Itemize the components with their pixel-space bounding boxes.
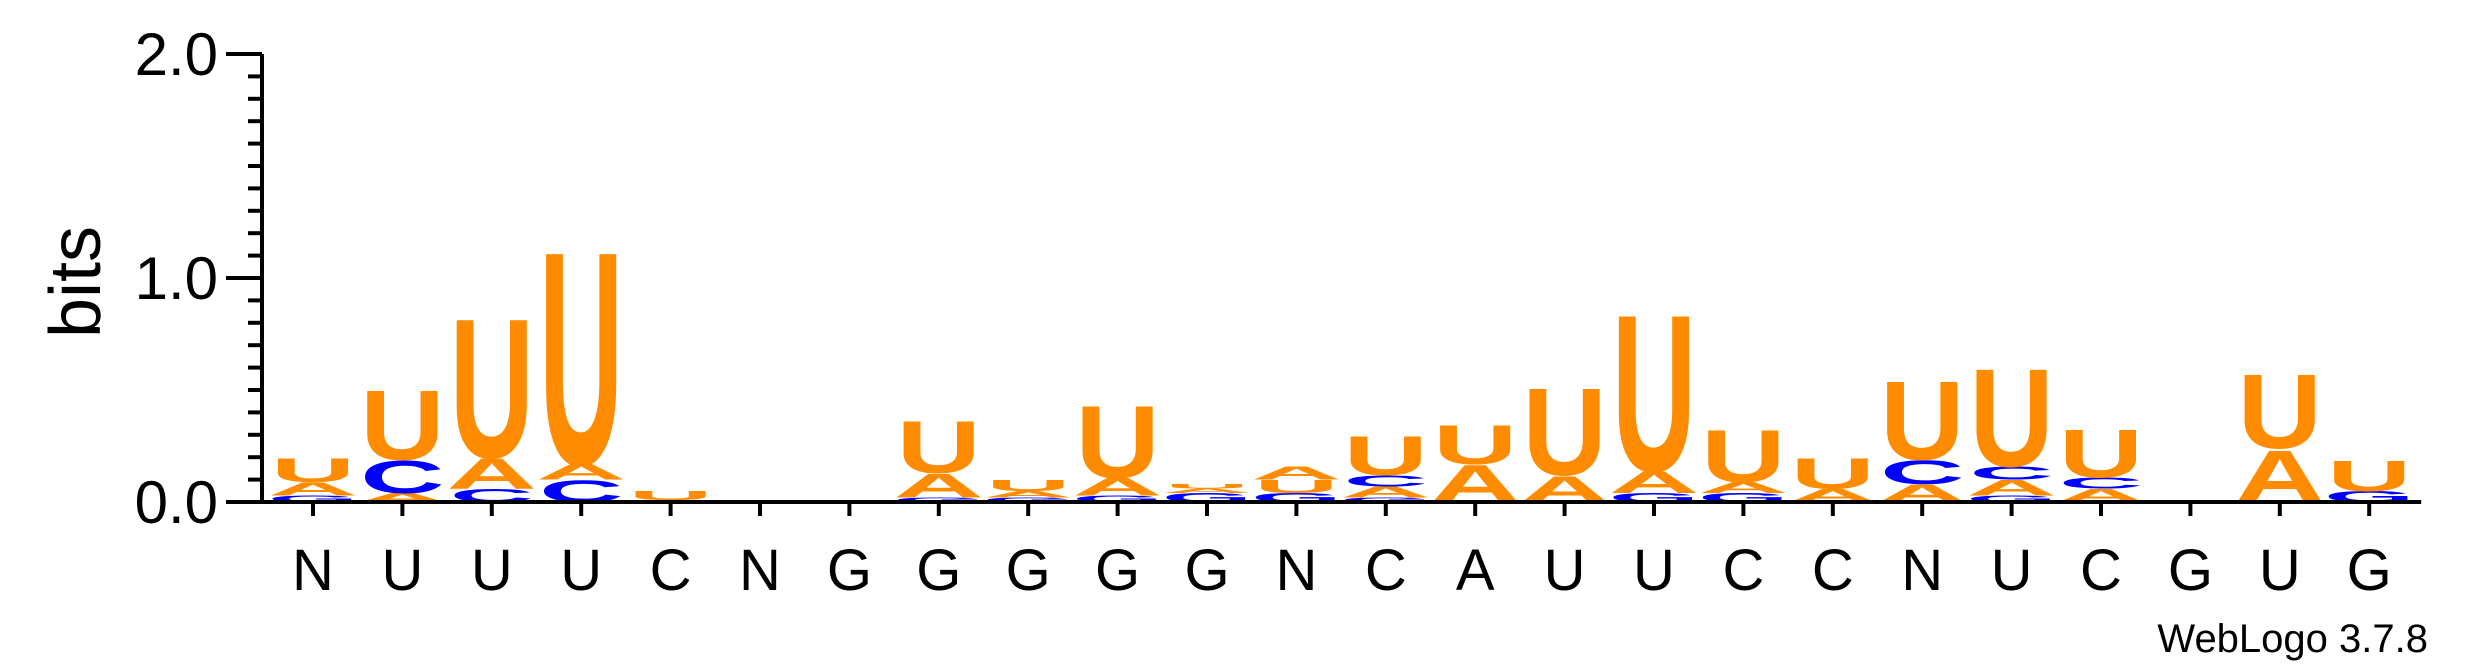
logo-glyph-a: A (983, 489, 1074, 499)
x-position-label: G (2347, 538, 2392, 603)
logo-glyph-g: G (1966, 494, 2057, 504)
x-position-label: U (1991, 538, 2033, 603)
logo-glyph-u: U (1075, 386, 1159, 500)
logo-glyph-c: C (2059, 475, 2143, 492)
logo-glyph-u: U (1612, 267, 1696, 518)
logo-glyph-u: U (1969, 340, 2053, 496)
x-position-label: U (471, 538, 513, 603)
logo-glyph-a: A (447, 449, 538, 498)
logo-glyph-u: U (1165, 483, 1249, 490)
logo-glyph-a: A (536, 460, 627, 484)
logo-glyph-u: U (1791, 449, 1875, 498)
logo-glyph-g: G (1072, 494, 1163, 504)
logo-glyph-u: U (2059, 416, 2143, 493)
logo-glyph-u: U (539, 188, 623, 529)
logo-glyph-u: U (628, 489, 712, 503)
x-position-label: U (1544, 538, 1586, 603)
logo-glyph-a: A (1698, 479, 1789, 496)
logo-glyph-a: A (1251, 463, 1342, 484)
logo-glyph-c: C (360, 451, 444, 503)
logo-glyph-c: C (1344, 472, 1428, 489)
x-position-label: N (292, 538, 334, 603)
logo-glyph-g: G (983, 496, 1074, 503)
x-position-label: N (1901, 538, 1943, 603)
x-position-label: U (2259, 538, 2301, 603)
x-position-label: C (1812, 538, 1854, 603)
logo-glyph-u: U (1701, 414, 1785, 498)
x-position-label: A (1456, 538, 1495, 603)
logo-glyph-a: A (268, 478, 359, 499)
logo-glyph-u: U (897, 405, 981, 489)
x-position-label: C (1722, 538, 1764, 603)
logo-glyph-g: G (893, 496, 984, 503)
x-position-label: N (1275, 538, 1317, 603)
logo-glyph-u: U (2238, 352, 2322, 471)
logo-glyph-u: U (1344, 425, 1428, 487)
x-position-label: C (650, 538, 692, 603)
logo-glyph-a: A (1609, 465, 1700, 500)
x-position-label: N (739, 538, 781, 603)
logo-glyph-u: U (1433, 414, 1517, 476)
logo-glyph-a: A (1162, 487, 1253, 494)
logo-glyph-g: G (268, 494, 359, 504)
logo-glyph-a: A (894, 467, 985, 505)
logo-glyph-u: U (450, 277, 534, 500)
logo-glyph-g: G (1340, 496, 1431, 503)
logo-glyph-u: U (986, 477, 1070, 494)
x-position-label: U (381, 538, 423, 603)
y-axis-label: bits (36, 226, 116, 338)
logo-glyph-u: U (360, 369, 444, 480)
logo-glyph-a: A (1072, 473, 1163, 501)
x-position-label: C (2080, 538, 2122, 603)
logo-glyph-u: U (1254, 476, 1338, 497)
x-position-label: G (1095, 538, 1140, 603)
x-position-label: G (916, 538, 961, 603)
y-axis: 0.0 1.0 2.0 (135, 21, 264, 536)
x-position-label: G (2168, 538, 2213, 603)
y-tick-label: 1.0 (135, 245, 218, 312)
x-position-label: G (827, 538, 872, 603)
x-position-label: U (560, 538, 602, 603)
weblogo-version-credit: WebLogo 3.7.8 (2157, 617, 2428, 661)
x-position-label: G (1006, 538, 1051, 603)
logo-glyph-u: U (271, 451, 355, 489)
x-position-label: C (1365, 538, 1407, 603)
logo-glyph-a: A (1966, 476, 2057, 500)
y-tick-label: 0.0 (135, 469, 218, 536)
logo-glyph-c: C (1880, 453, 1964, 491)
x-position-label: U (1633, 538, 1675, 603)
logo-glyph-a: A (1341, 483, 1432, 500)
x-position-label: G (1184, 538, 1229, 603)
logo-glyph-c: C (1969, 463, 2053, 484)
logo-glyph-u: U (1522, 363, 1606, 502)
logo-glyph-u: U (1880, 359, 1964, 484)
logo-glyph-u: U (2327, 451, 2411, 500)
y-tick-label: 2.0 (135, 21, 218, 88)
